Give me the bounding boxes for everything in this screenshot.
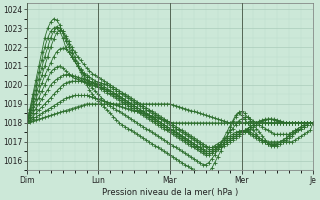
X-axis label: Pression niveau de la mer( hPa ): Pression niveau de la mer( hPa ) [102,188,238,197]
